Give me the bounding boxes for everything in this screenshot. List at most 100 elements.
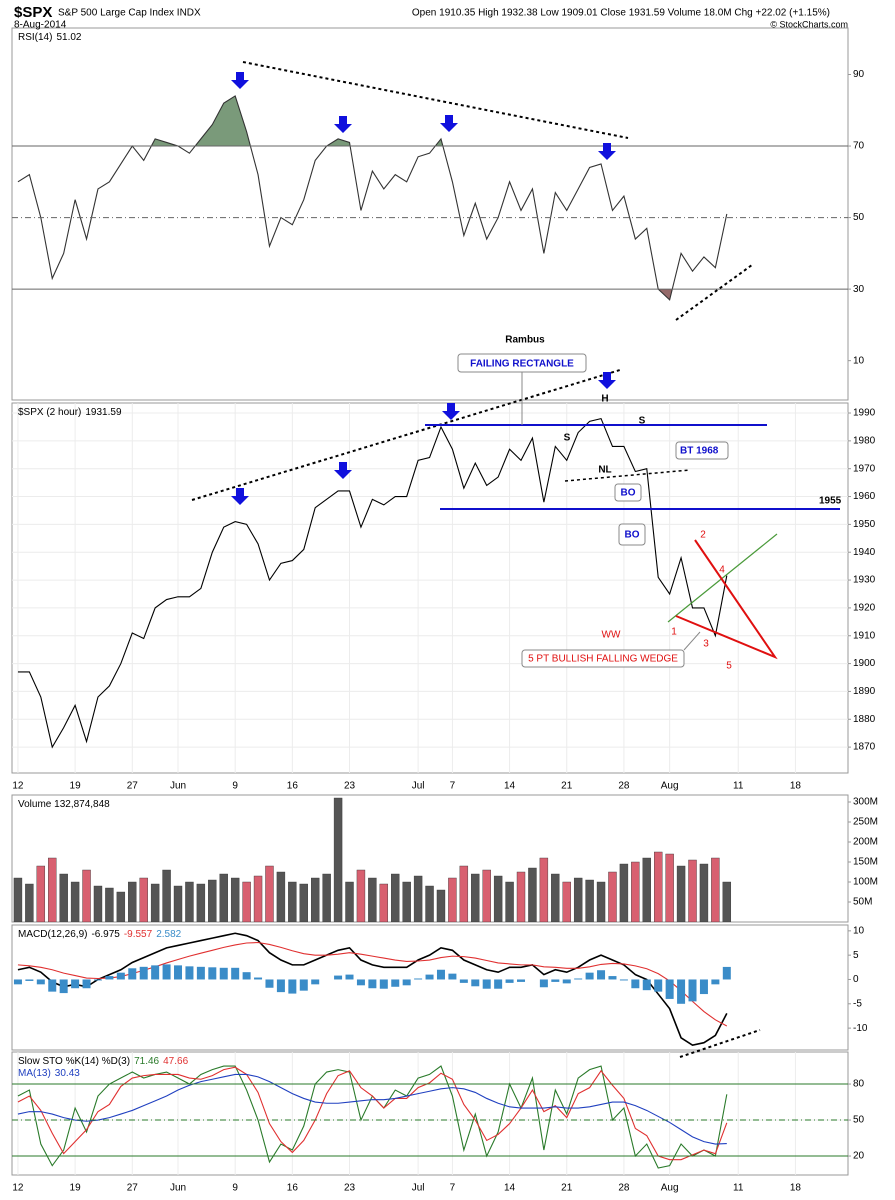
x-tick-label: 12 <box>12 781 24 792</box>
bar <box>505 979 514 983</box>
y-tick-label: 1990 <box>853 408 876 419</box>
x-tick-label: 21 <box>561 781 573 792</box>
plot-area <box>12 403 848 773</box>
x-tick-label: 19 <box>70 781 82 792</box>
bar <box>105 976 114 980</box>
y-tick-label: 150M <box>853 857 878 868</box>
bar <box>494 979 503 989</box>
bar <box>711 857 720 922</box>
bar <box>150 883 160 922</box>
bar <box>642 979 651 991</box>
y-tick-label: 1960 <box>853 491 876 502</box>
y-tick-label: 50 <box>853 1115 865 1126</box>
y-tick-label: 1930 <box>853 575 876 586</box>
y-tick-label: 5 <box>853 950 859 961</box>
pattern-label: FAILING RECTANGLE <box>470 359 574 370</box>
bar <box>333 797 343 922</box>
panel-title: Slow STO %K(14) %D(3) 71.46 47.66 <box>18 1056 189 1067</box>
arrow <box>231 72 249 89</box>
legend-value: 71.46 <box>134 1056 159 1067</box>
panel-frame <box>11 1051 849 1176</box>
legend-value: -9.557 <box>124 929 153 940</box>
bar <box>505 881 514 922</box>
y-tick-label: 200M <box>853 837 878 848</box>
label-box <box>618 523 646 546</box>
bar <box>322 873 331 922</box>
series-line <box>17 1066 728 1161</box>
bar <box>231 967 240 980</box>
wedge-point: 1 <box>671 627 677 638</box>
bar <box>128 968 137 980</box>
bar <box>368 877 377 922</box>
bar <box>379 883 389 922</box>
bar <box>116 972 125 980</box>
bar <box>665 853 674 922</box>
bar <box>162 964 171 980</box>
bar <box>299 883 308 922</box>
y-tick-label: 300M <box>853 797 878 808</box>
breakout-label: BO <box>621 488 636 499</box>
bar <box>139 877 148 922</box>
bar <box>299 979 308 991</box>
bar <box>699 863 709 922</box>
bar <box>25 979 34 981</box>
bar <box>436 889 446 922</box>
bar <box>677 979 686 1004</box>
panel-title-text: Slow STO %K(14) %D(3) <box>18 1056 130 1067</box>
bar <box>608 871 617 922</box>
arrow <box>440 115 458 132</box>
x-tick-label: 16 <box>287 781 299 792</box>
breakout-label: BO <box>625 530 640 541</box>
bar <box>59 979 68 994</box>
legend-value: 47.66 <box>163 1056 188 1067</box>
bar <box>482 979 491 989</box>
bar <box>631 979 640 989</box>
bar <box>93 885 103 922</box>
bar <box>448 877 457 922</box>
bar <box>391 873 400 922</box>
panel-frame <box>11 924 849 1051</box>
panel: 12 19 27 Jun 9 16 23 Jul 7 14 21 28 Aug 11 18187018801… <box>11 402 876 792</box>
x-tick-label: 12 <box>12 1183 24 1194</box>
x-tick-label: 21 <box>561 1183 573 1194</box>
x-tick-label: Jun <box>170 1183 186 1194</box>
x-tick-label: 27 <box>127 1183 139 1194</box>
bar <box>448 973 457 980</box>
bar <box>722 966 731 980</box>
bar <box>654 851 663 922</box>
arrow <box>442 403 460 420</box>
bar <box>196 883 206 922</box>
y-tick-label: 1920 <box>853 603 876 614</box>
y-tick-label: 1970 <box>853 463 876 474</box>
ww-label: WW <box>602 630 621 641</box>
x-tick-label: 27 <box>127 781 139 792</box>
y-tick-label: 0 <box>853 974 859 985</box>
plot-area <box>13 932 731 1046</box>
bar <box>528 867 537 922</box>
bar <box>642 857 651 922</box>
arrow <box>334 462 352 479</box>
y-tick-label: 1980 <box>853 436 876 447</box>
bar <box>48 979 57 992</box>
bar <box>253 875 263 922</box>
bar <box>173 885 183 922</box>
y-tick-label: 10 <box>853 355 865 366</box>
x-tick-label: Jul <box>412 781 425 792</box>
bar <box>174 965 183 980</box>
bar <box>334 975 343 980</box>
annotations: $SPX S&P 500 Large Cap Index INDX 8-Aug-… <box>14 4 848 1058</box>
bar <box>414 978 423 980</box>
bar <box>219 967 228 980</box>
bar <box>93 979 102 981</box>
y-tick-label: 20 <box>853 1151 865 1162</box>
x-tick-label: 28 <box>618 781 630 792</box>
x-tick-label: 18 <box>790 1183 802 1194</box>
label-box <box>457 353 587 373</box>
bar <box>151 965 160 980</box>
series-line <box>17 95 728 301</box>
bar <box>539 857 549 922</box>
backtest-label: BT 1968 <box>680 446 719 457</box>
bar <box>391 979 400 987</box>
